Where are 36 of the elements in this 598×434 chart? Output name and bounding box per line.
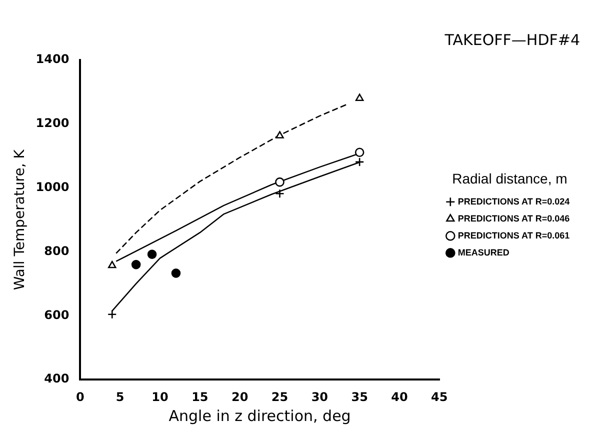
legend-title: Radial distance, m <box>452 170 568 186</box>
y-tick-label: 1200 <box>36 116 70 130</box>
x-tick-label: 5 <box>116 390 124 404</box>
point <box>107 310 117 320</box>
x-tick-label: 15 <box>192 390 208 404</box>
x-tick-label: 30 <box>311 390 328 404</box>
text: TAKEOFF—HDF#4 <box>444 30 580 49</box>
point <box>354 148 364 158</box>
x-tick-label: 25 <box>271 390 288 404</box>
x-tick-label: 35 <box>351 390 368 404</box>
x-tick-label: 0 <box>76 390 84 404</box>
point <box>171 268 181 278</box>
point <box>276 131 284 138</box>
y-tick-label: 600 <box>44 308 70 322</box>
y-axis-title: Wall Temperature, K <box>12 148 28 290</box>
legend-label: PREDICTIONS AT R=0.061 <box>458 230 570 240</box>
y-tick-label: 800 <box>44 244 70 258</box>
x-tick-label: 10 <box>152 390 168 404</box>
legend-label: PREDICTIONS AT R=0.024 <box>458 196 570 206</box>
point <box>147 250 157 259</box>
point <box>275 177 284 187</box>
y-tick-label: 400 <box>44 372 70 386</box>
x-axis-title: Angle in z direction, deg <box>168 406 351 425</box>
x-tick-label: 40 <box>391 390 408 404</box>
point <box>108 260 116 268</box>
x-tick-label: 20 <box>231 390 248 404</box>
point <box>355 94 364 101</box>
x-tick-label: 45 <box>431 390 448 404</box>
y-tick-label: 1400 <box>36 52 70 66</box>
point <box>275 188 284 198</box>
y-tick-label: 1000 <box>36 180 70 194</box>
point <box>354 157 364 167</box>
legend-label: PREDICTIONS AT R=0.046 <box>458 213 570 224</box>
legend-label: MEASURED <box>458 247 510 258</box>
line-series <box>115 103 348 254</box>
point <box>131 260 141 270</box>
